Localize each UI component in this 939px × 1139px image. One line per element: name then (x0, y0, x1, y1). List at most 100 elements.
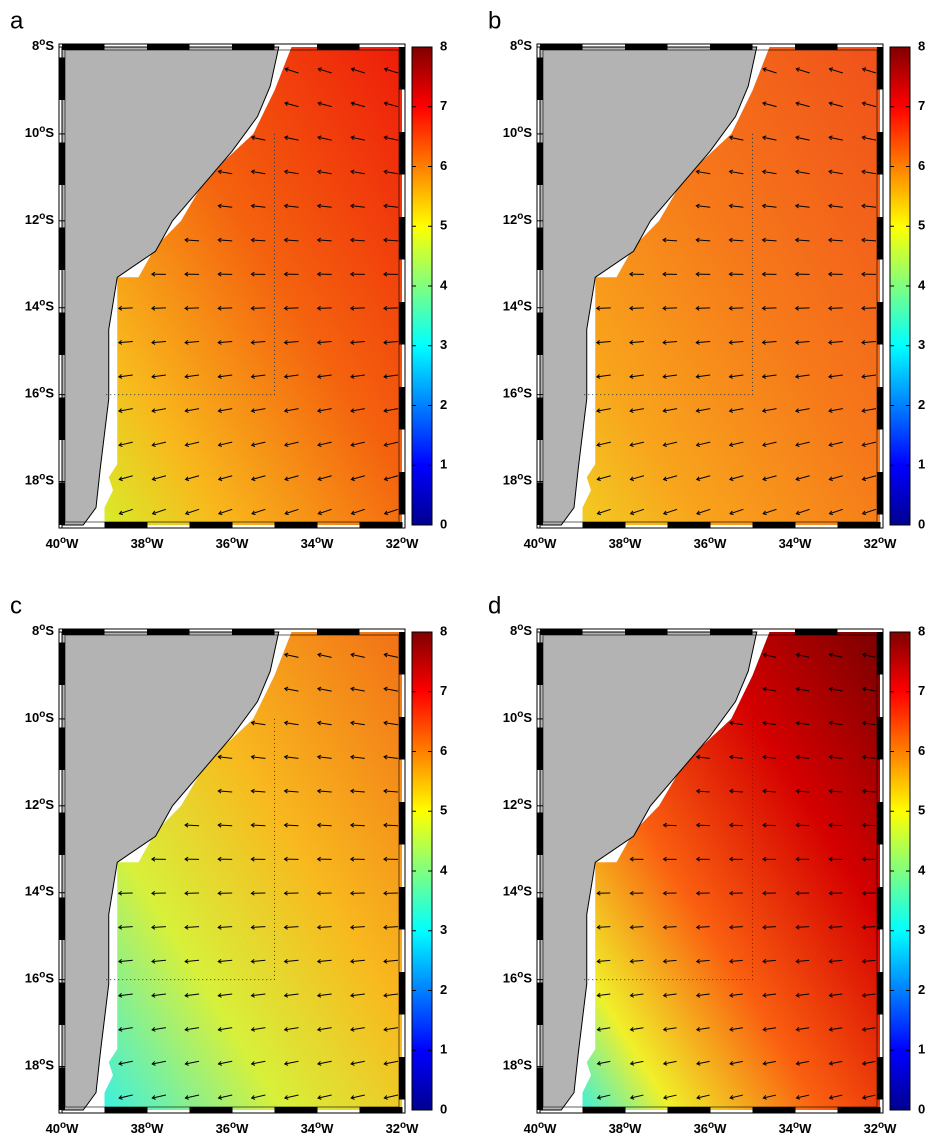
wind-vector (663, 340, 678, 344)
wind-vector (118, 959, 133, 963)
vector-head (828, 408, 833, 413)
vector-head (283, 1061, 289, 1066)
wind-vector (284, 688, 299, 692)
wind-vector (862, 170, 877, 175)
vector-head (629, 924, 634, 930)
wind-vector (218, 959, 233, 963)
vector-head (828, 1060, 834, 1066)
wind-vector (251, 441, 266, 446)
vector-head (250, 890, 255, 896)
vector-head (350, 1061, 355, 1066)
wind-vector (762, 340, 777, 344)
wind-vector (663, 475, 678, 481)
vector-head (662, 339, 667, 345)
wind-vector (384, 508, 399, 515)
vector-head (828, 169, 833, 175)
wind-vector (763, 993, 777, 997)
vector-head (283, 1027, 289, 1032)
wind-vector (729, 441, 744, 446)
vector-head (762, 856, 767, 862)
vector-head (695, 339, 700, 345)
vector-head (350, 101, 355, 107)
vector-head (795, 890, 800, 896)
vector-head (729, 992, 734, 998)
colorbar-tick-label: 7 (918, 683, 925, 698)
vector-head (662, 1060, 668, 1066)
wind-vector (862, 993, 876, 997)
vector-head (729, 476, 734, 482)
wind-vector (663, 1060, 677, 1065)
vector-head (150, 856, 156, 862)
wind-vector (861, 239, 876, 242)
wind-vector (796, 756, 810, 759)
vector-head (861, 924, 866, 930)
y-tick-label: 18oS (503, 471, 533, 488)
vector-head (349, 890, 355, 896)
wind-vector (862, 756, 876, 759)
wind-vector (185, 959, 200, 963)
vector-head (317, 652, 322, 658)
wind-vector (350, 1027, 365, 1031)
wind-vector (729, 790, 743, 793)
wind-vector (796, 508, 810, 515)
wind-vector (152, 1060, 166, 1065)
wind-vector (763, 688, 777, 692)
vector-head (827, 271, 833, 277)
vector-head (350, 686, 355, 692)
vector-head (729, 1095, 734, 1100)
wind-vector (151, 959, 166, 963)
wind-vector (185, 993, 200, 997)
vector-head (316, 237, 322, 243)
wind-vector (795, 374, 810, 378)
wind-vector (597, 993, 611, 997)
wind-vector (384, 102, 399, 108)
vector-head (316, 856, 321, 862)
vector-head (383, 305, 388, 311)
wind-vector (317, 790, 332, 793)
box-outline (582, 133, 753, 396)
vector-head (250, 924, 255, 930)
vector-head (828, 958, 833, 964)
wind-vector (763, 959, 777, 963)
vector-head (761, 305, 766, 311)
vector-head (828, 476, 833, 482)
vector-head (695, 408, 700, 413)
vector-head (184, 408, 189, 413)
vector-head (762, 754, 767, 760)
wind-vector (696, 959, 710, 963)
wind-vector (763, 756, 777, 759)
vector-head (762, 476, 767, 482)
vector-head (762, 890, 767, 896)
vector-head (629, 510, 635, 516)
wind-vector (795, 205, 810, 208)
vector-head (151, 1027, 156, 1032)
vector-head (350, 992, 355, 998)
vector-head (629, 1095, 635, 1100)
wind-vector (218, 170, 233, 175)
wind-vector (251, 1060, 266, 1065)
vector-head (828, 510, 834, 516)
wind-vector (284, 136, 299, 141)
wind-vector (218, 1060, 233, 1065)
vector-head (184, 271, 189, 277)
wind-vector (119, 475, 133, 481)
wind-vector (829, 959, 843, 963)
vector-head (761, 169, 767, 175)
y-tick-label: 8oS (32, 622, 54, 639)
vector-head (217, 271, 222, 277)
vector-head (629, 442, 634, 448)
wind-vector (696, 408, 711, 412)
wind-vector (151, 374, 166, 378)
vector-head (316, 822, 322, 828)
panel-label: a (10, 7, 24, 34)
colorbar-tick-label: 4 (918, 862, 926, 877)
x-tick-label: 38oW (131, 535, 165, 552)
ocean-field (582, 632, 880, 1110)
colorbar-tick-label: 7 (918, 98, 925, 113)
vector-head (728, 271, 733, 277)
wind-vector (251, 756, 266, 759)
wind-vector (284, 68, 299, 74)
vector-head (383, 101, 388, 107)
y-tick-label: 14oS (503, 882, 533, 899)
vector-head (695, 754, 701, 760)
